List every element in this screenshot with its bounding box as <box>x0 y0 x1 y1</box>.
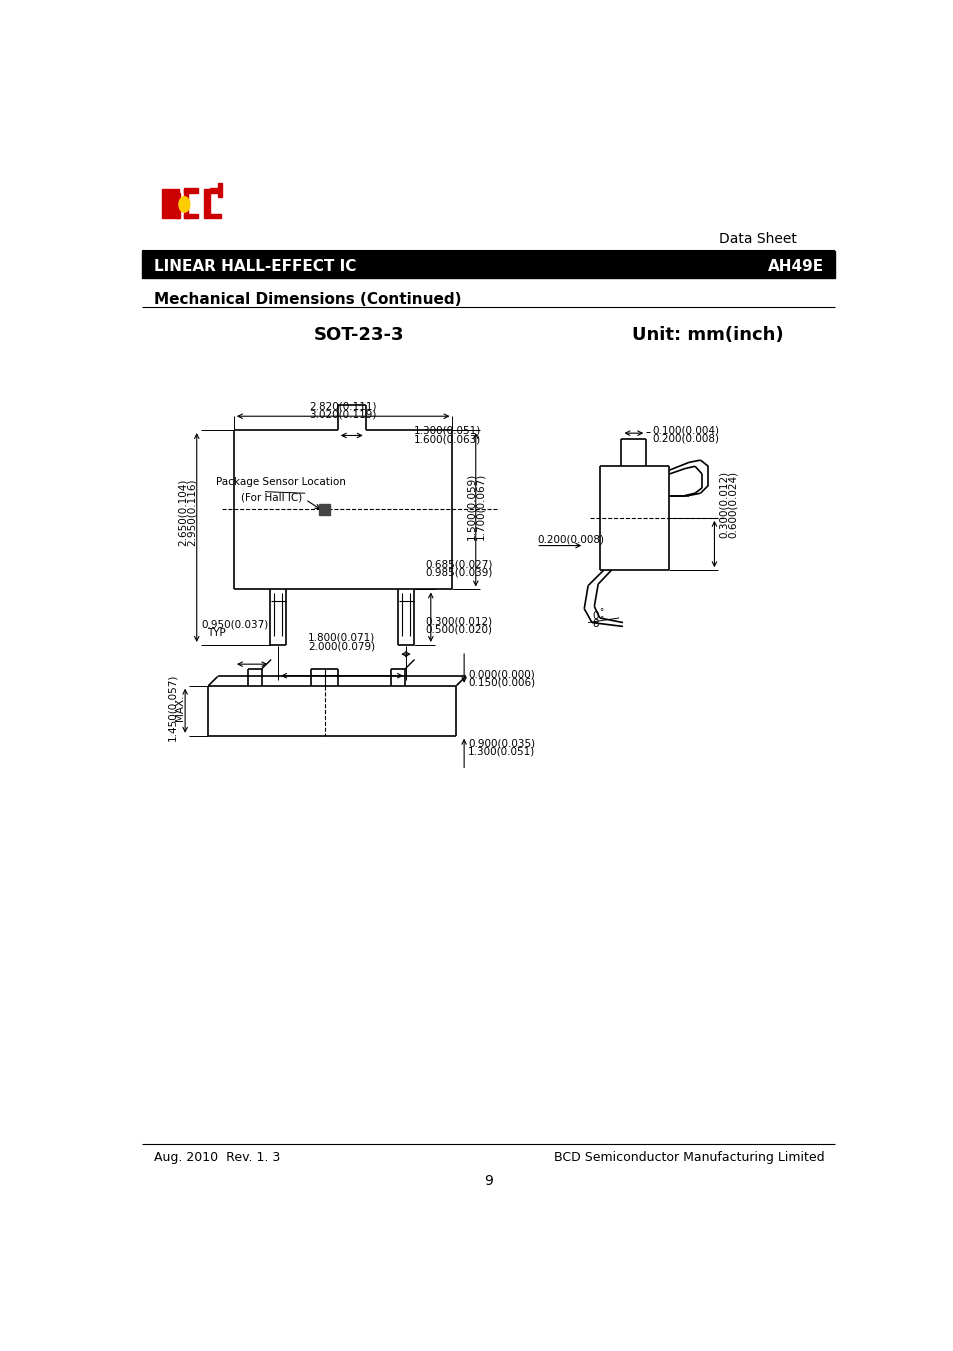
Bar <box>168 189 179 204</box>
Bar <box>204 189 210 219</box>
Bar <box>168 205 179 219</box>
Text: Data Sheet: Data Sheet <box>719 232 797 246</box>
Text: 1.300(0.051): 1.300(0.051) <box>414 426 480 436</box>
Bar <box>183 188 197 193</box>
Text: °: ° <box>599 608 603 617</box>
Text: AH49E: AH49E <box>767 258 823 273</box>
Text: 1.300(0.051): 1.300(0.051) <box>468 747 535 757</box>
Text: 0.300(0.012): 0.300(0.012) <box>719 471 728 538</box>
Text: 2.820(0.111): 2.820(0.111) <box>309 403 376 412</box>
Bar <box>175 208 179 219</box>
Text: Package Sensor Location: Package Sensor Location <box>215 477 345 486</box>
Bar <box>162 189 168 219</box>
Text: (For Hall IC): (For Hall IC) <box>240 492 301 503</box>
Text: BCD Semiconductor Manufacturing Limited: BCD Semiconductor Manufacturing Limited <box>554 1151 823 1165</box>
Text: 0.900(0.035): 0.900(0.035) <box>468 739 535 748</box>
Text: 1.500(0.059): 1.500(0.059) <box>466 473 476 540</box>
Text: Unit: mm(inch): Unit: mm(inch) <box>632 327 783 345</box>
Ellipse shape <box>179 197 190 212</box>
Bar <box>210 213 220 219</box>
Text: 0.200(0.008): 0.200(0.008) <box>652 434 719 443</box>
Bar <box>210 188 220 193</box>
Text: Mechanical Dimensions (Continued): Mechanical Dimensions (Continued) <box>154 292 461 307</box>
Text: MAX.: MAX. <box>174 694 185 720</box>
Bar <box>142 251 835 277</box>
Text: LINEAR HALL-EFFECT IC: LINEAR HALL-EFFECT IC <box>154 258 356 273</box>
Text: 1.700(0.067): 1.700(0.067) <box>475 473 484 540</box>
Text: 0.200(0.008): 0.200(0.008) <box>537 535 604 544</box>
Text: 0.150(0.006): 0.150(0.006) <box>468 678 535 688</box>
Text: 8: 8 <box>592 619 598 630</box>
Text: SOT-23-3: SOT-23-3 <box>314 327 404 345</box>
Text: 0.100(0.004): 0.100(0.004) <box>652 426 719 435</box>
Text: 1.800(0.071): 1.800(0.071) <box>308 634 375 643</box>
Text: 0.300(0.012): 0.300(0.012) <box>425 616 492 626</box>
Text: 0.985(0.039): 0.985(0.039) <box>425 567 493 577</box>
Text: 9: 9 <box>484 1174 493 1188</box>
Text: Aug. 2010  Rev. 1. 3: Aug. 2010 Rev. 1. 3 <box>154 1151 280 1165</box>
Text: 0.950(0.037): 0.950(0.037) <box>201 620 269 630</box>
Text: 0.600(0.024): 0.600(0.024) <box>727 471 737 538</box>
Text: 0.685(0.027): 0.685(0.027) <box>425 559 493 569</box>
Text: 3.020(0.119): 3.020(0.119) <box>309 409 376 420</box>
Bar <box>175 193 179 204</box>
Text: 1.450(0.057): 1.450(0.057) <box>167 674 176 740</box>
Bar <box>183 213 197 219</box>
Bar <box>319 504 330 515</box>
Text: 1.600(0.063): 1.600(0.063) <box>414 434 480 444</box>
Text: °: ° <box>599 616 603 624</box>
Text: 0.500(0.020): 0.500(0.020) <box>425 624 492 635</box>
Text: 0: 0 <box>592 612 598 621</box>
Text: 2.650(0.104): 2.650(0.104) <box>177 478 188 546</box>
Bar <box>183 189 188 219</box>
Text: 2.950(0.116): 2.950(0.116) <box>186 478 196 546</box>
Text: 0.000(0.000): 0.000(0.000) <box>468 669 535 680</box>
Text: 2.000(0.079): 2.000(0.079) <box>308 642 375 651</box>
Text: TYP: TYP <box>207 628 225 639</box>
Bar <box>217 182 221 197</box>
